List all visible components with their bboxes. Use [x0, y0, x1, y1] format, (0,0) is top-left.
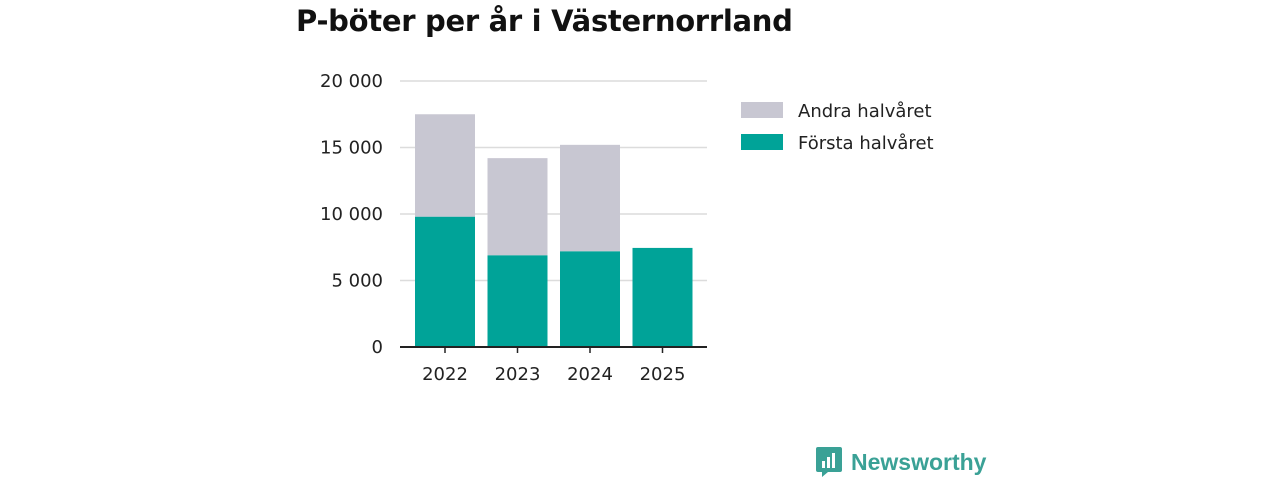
bar-2022-andra-halvaret — [415, 114, 475, 217]
bar-2024-andra-halvaret — [560, 144, 620, 252]
legend-swatch — [741, 102, 783, 118]
bar-2024-forsta-halvaret — [560, 251, 620, 347]
bar-2023-forsta-halvaret — [487, 255, 548, 347]
y-tick-label: 20 000 — [320, 71, 383, 92]
newsworthy-logo-icon — [816, 447, 842, 477]
bars — [415, 114, 693, 347]
legend-label: Första halvåret — [798, 133, 934, 154]
y-axis-ticks: 0 5 000 10 000 15 000 20 000 — [320, 71, 383, 358]
newsworthy-logo: Newsworthy — [815, 446, 986, 478]
x-tick-label: 2022 — [422, 364, 468, 385]
x-axis-ticks: 2022 2023 2024 2025 — [422, 347, 685, 385]
legend: Andra halvåret Första halvåret — [741, 101, 934, 154]
y-tick-label: 0 — [372, 337, 383, 358]
chart-title: P-böter per år i Västernorrland — [296, 4, 793, 38]
y-tick-label: 15 000 — [320, 138, 383, 159]
y-tick-label: 10 000 — [320, 204, 383, 225]
x-tick-label: 2024 — [567, 364, 613, 385]
x-tick-label: 2023 — [495, 364, 541, 385]
bar-2022-forsta-halvaret — [415, 216, 475, 347]
bar-2025-forsta-halvaret — [632, 247, 693, 347]
brand-name: Newsworthy — [851, 448, 987, 475]
bar-2023-andra-halvaret — [487, 158, 548, 256]
x-tick-label: 2025 — [640, 364, 686, 385]
y-tick-label: 5 000 — [331, 271, 383, 292]
legend-swatch — [741, 134, 783, 150]
legend-label: Andra halvåret — [798, 101, 932, 122]
